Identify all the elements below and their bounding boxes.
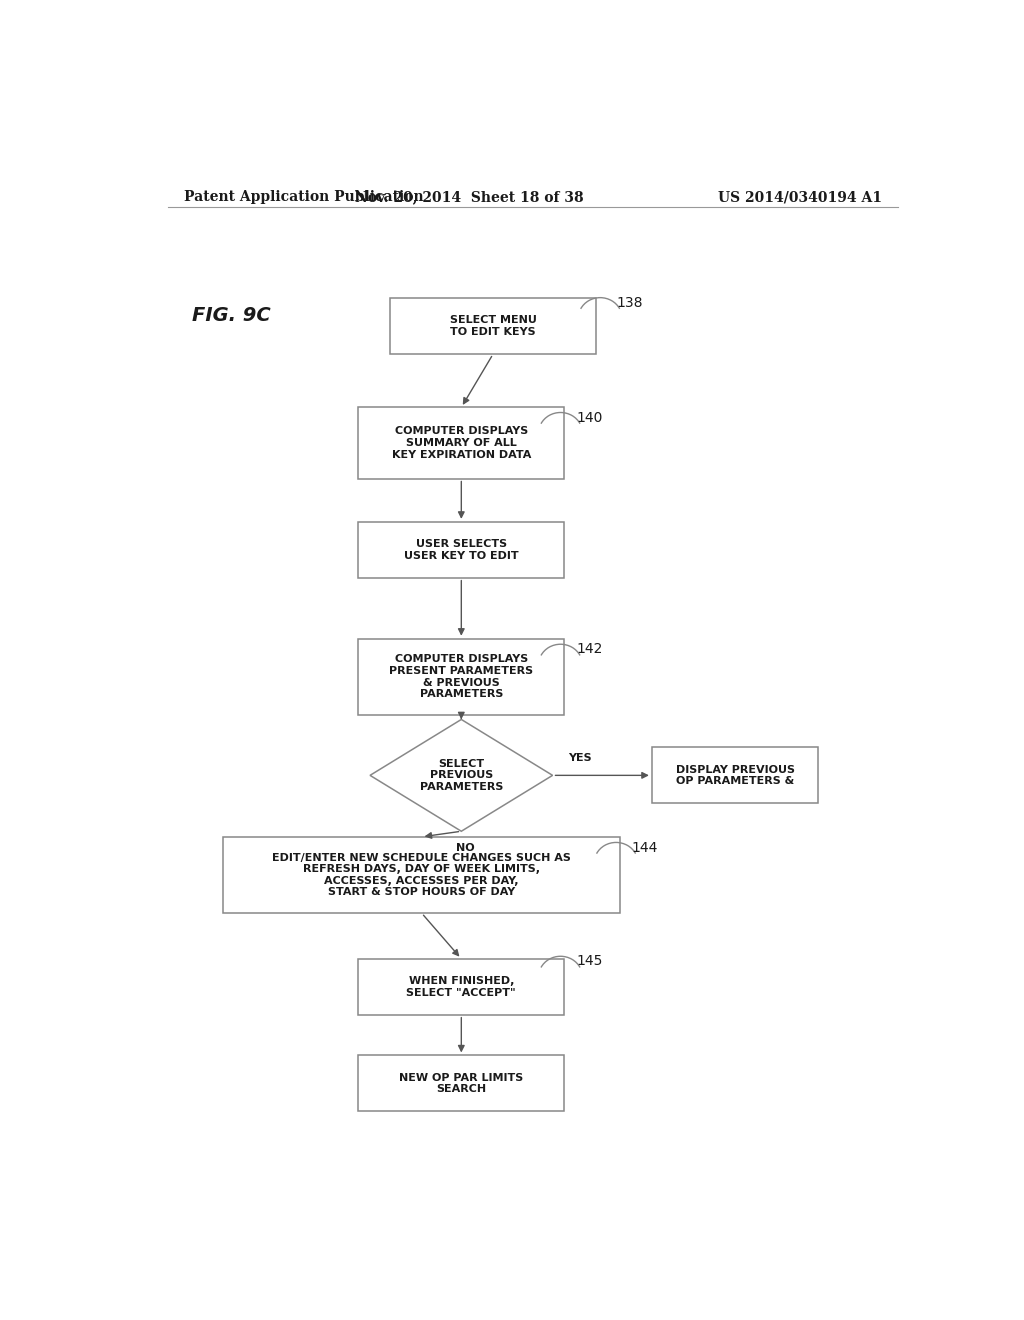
FancyBboxPatch shape	[358, 408, 564, 479]
Text: WHEN FINISHED,
SELECT "ACCEPT": WHEN FINISHED, SELECT "ACCEPT"	[407, 975, 516, 998]
Text: NEW OP PAR LIMITS
SEARCH: NEW OP PAR LIMITS SEARCH	[399, 1073, 523, 1094]
FancyBboxPatch shape	[390, 298, 596, 354]
Text: FIG. 9C: FIG. 9C	[191, 306, 270, 326]
FancyBboxPatch shape	[652, 747, 818, 804]
Text: COMPUTER DISPLAYS
SUMMARY OF ALL
KEY EXPIRATION DATA: COMPUTER DISPLAYS SUMMARY OF ALL KEY EXP…	[391, 426, 531, 459]
Text: EDIT/ENTER NEW SCHEDULE CHANGES SUCH AS
REFRESH DAYS, DAY OF WEEK LIMITS,
ACCESS: EDIT/ENTER NEW SCHEDULE CHANGES SUCH AS …	[272, 853, 571, 898]
Text: 140: 140	[577, 411, 603, 425]
Text: 144: 144	[632, 841, 658, 854]
Text: 145: 145	[577, 954, 603, 969]
Text: SELECT
PREVIOUS
PARAMETERS: SELECT PREVIOUS PARAMETERS	[420, 759, 503, 792]
Text: 138: 138	[616, 296, 643, 310]
Text: 142: 142	[577, 643, 603, 656]
FancyBboxPatch shape	[223, 837, 620, 913]
Text: DISPLAY PREVIOUS
OP PARAMETERS &: DISPLAY PREVIOUS OP PARAMETERS &	[676, 764, 795, 787]
Text: USER SELECTS
USER KEY TO EDIT: USER SELECTS USER KEY TO EDIT	[404, 539, 518, 561]
Text: YES: YES	[568, 754, 592, 763]
Text: NO: NO	[456, 843, 474, 854]
Text: Nov. 20, 2014  Sheet 18 of 38: Nov. 20, 2014 Sheet 18 of 38	[355, 190, 584, 205]
Text: Patent Application Publication: Patent Application Publication	[183, 190, 423, 205]
Polygon shape	[370, 719, 553, 832]
FancyBboxPatch shape	[358, 639, 564, 715]
Text: SELECT MENU
TO EDIT KEYS: SELECT MENU TO EDIT KEYS	[450, 315, 537, 337]
Text: US 2014/0340194 A1: US 2014/0340194 A1	[718, 190, 882, 205]
Text: COMPUTER DISPLAYS
PRESENT PARAMETERS
& PREVIOUS
PARAMETERS: COMPUTER DISPLAYS PRESENT PARAMETERS & P…	[389, 655, 534, 700]
FancyBboxPatch shape	[358, 1056, 564, 1111]
FancyBboxPatch shape	[358, 958, 564, 1015]
FancyBboxPatch shape	[358, 521, 564, 578]
